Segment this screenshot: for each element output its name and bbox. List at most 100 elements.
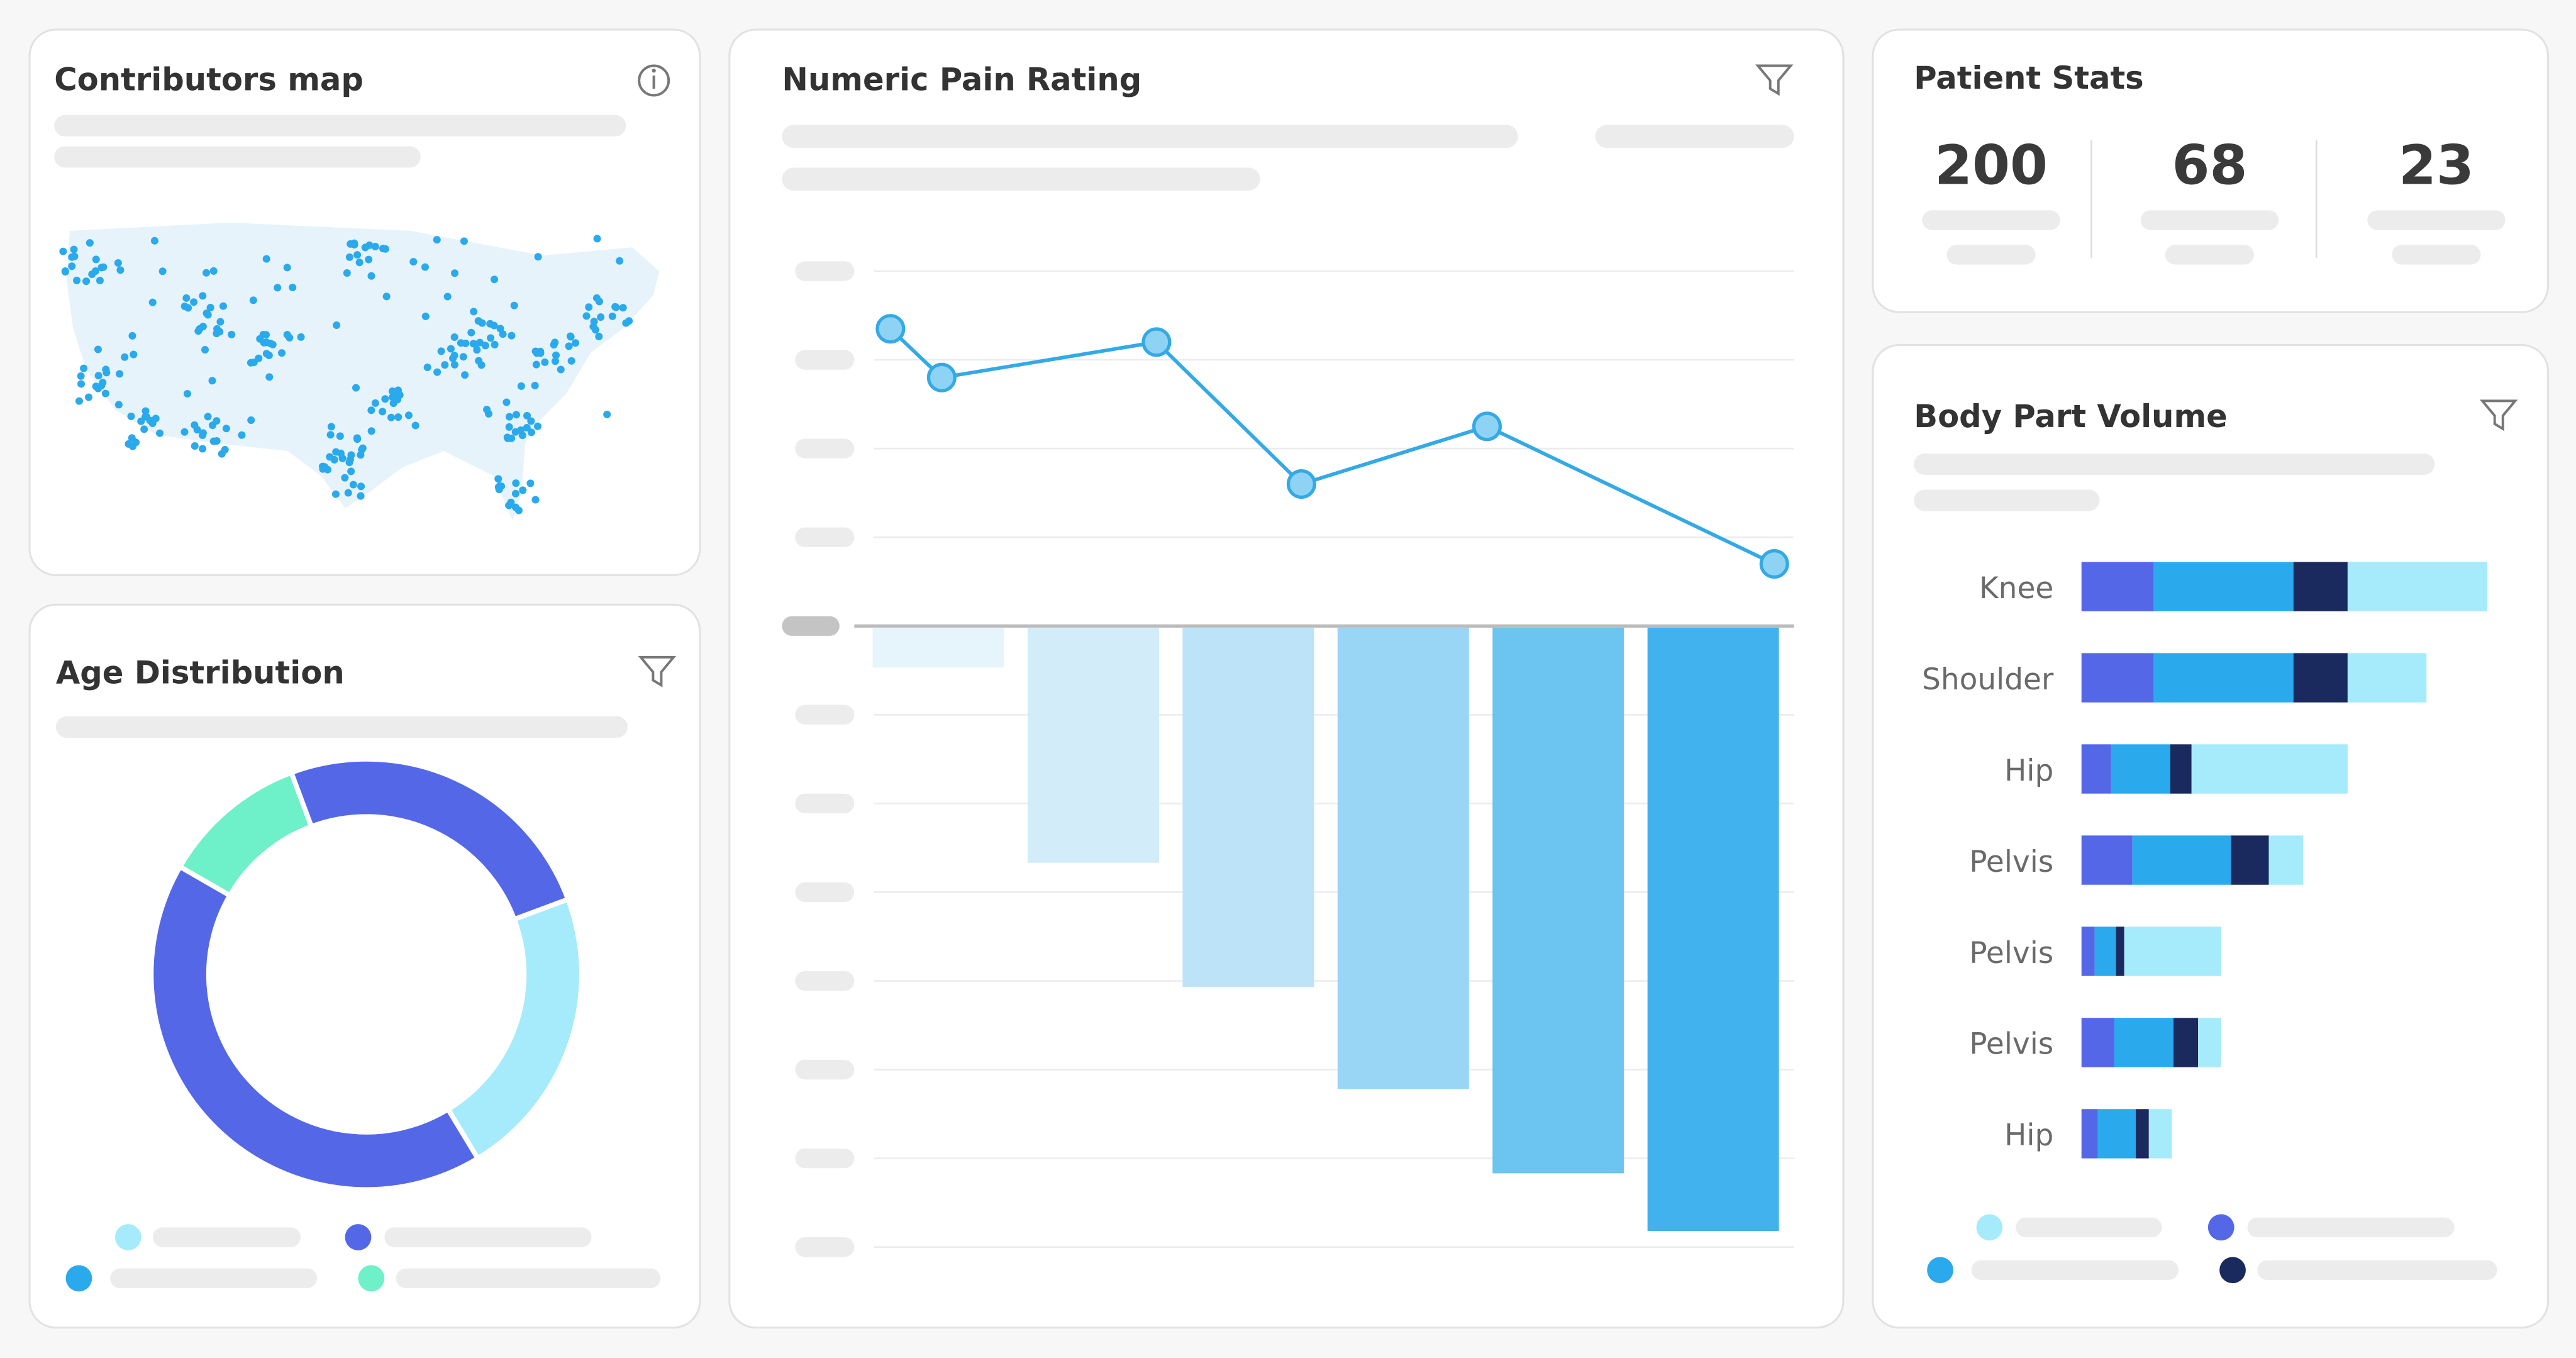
map-dot	[517, 426, 525, 434]
placeholder	[396, 1268, 661, 1288]
map-dot	[80, 364, 88, 372]
category-label: Hip	[2004, 1118, 2053, 1153]
bar-segment	[2347, 653, 2427, 703]
map-dot	[193, 426, 201, 434]
tick-placeholder	[795, 1237, 855, 1257]
bar-segment	[2268, 835, 2304, 885]
bar-segment	[2124, 927, 2221, 976]
map-dot	[297, 333, 305, 341]
map-dot	[182, 294, 191, 302]
pain-chart	[782, 261, 1794, 1257]
bar-segment	[2081, 562, 2154, 611]
bar-segment	[2198, 1018, 2221, 1067]
map-dot	[150, 237, 158, 245]
map-dot	[68, 262, 76, 270]
category-label: Pelvis	[1969, 845, 2053, 879]
map-dot	[70, 245, 78, 253]
map-dot	[567, 333, 575, 341]
map-dot	[88, 270, 96, 279]
map-dot	[388, 387, 396, 395]
card-title: Patient Stats	[1914, 60, 2143, 96]
filter-icon[interactable]	[638, 655, 677, 687]
map-dot	[256, 335, 264, 343]
map-dots	[59, 235, 633, 515]
map-dot	[443, 292, 452, 301]
info-icon[interactable]	[638, 64, 670, 97]
map-dot	[331, 490, 340, 498]
map-dot	[512, 479, 520, 487]
bar-segment	[2081, 927, 2095, 976]
map-dot	[131, 438, 140, 447]
card-title: Contributors map	[54, 62, 364, 98]
tick-placeholder	[795, 793, 855, 814]
map-dot	[96, 277, 104, 285]
map-dot	[180, 303, 189, 311]
map-dot	[421, 313, 430, 321]
map-dot	[433, 236, 441, 244]
map-dot	[70, 252, 79, 260]
map-dot	[527, 428, 536, 437]
map-dot	[531, 381, 539, 389]
bar-segment	[2153, 562, 2294, 611]
map-dot	[274, 284, 282, 292]
placeholder	[110, 1268, 318, 1288]
line-point	[1141, 327, 1172, 357]
map-dot	[327, 423, 335, 431]
filter-icon[interactable]	[2479, 399, 2518, 431]
category-label: Pelvis	[1969, 936, 2053, 971]
map-dot	[349, 481, 357, 489]
map-dot	[404, 411, 413, 420]
map-dot	[59, 247, 67, 255]
placeholder	[54, 146, 421, 168]
map-dot	[326, 453, 334, 461]
map-dot	[533, 422, 542, 430]
map-dot	[343, 269, 351, 277]
map-dot	[209, 267, 218, 275]
map-dot	[496, 325, 504, 333]
bar-segment	[2170, 744, 2192, 794]
map-dot	[341, 474, 349, 482]
map-dot	[199, 445, 207, 453]
map-dot	[603, 410, 611, 418]
filter-icon[interactable]	[1755, 64, 1794, 96]
placeholder	[2392, 245, 2481, 265]
bar-segment	[2081, 835, 2133, 885]
map-dot	[353, 251, 362, 259]
bar-segment	[2081, 1018, 2114, 1067]
placeholder	[152, 1227, 301, 1247]
map-dot	[262, 331, 270, 339]
map-dot	[510, 301, 518, 309]
legend-dot	[114, 1224, 142, 1250]
map-dot	[283, 264, 291, 272]
tick-placeholder	[795, 882, 855, 903]
map-dot	[180, 428, 189, 436]
map-dot	[507, 498, 515, 506]
bar-segment	[2114, 1018, 2174, 1067]
tick-placeholder	[795, 971, 855, 991]
map-dot	[86, 239, 94, 247]
tick-placeholder	[782, 616, 840, 636]
map-dot	[262, 255, 270, 263]
placeholder	[2257, 1260, 2497, 1280]
map-dot	[371, 243, 379, 251]
map-dot	[491, 275, 499, 284]
bar-segment	[2191, 744, 2348, 794]
map-dot	[491, 340, 499, 348]
placeholder	[54, 114, 626, 136]
map-dot	[148, 420, 157, 428]
map-dot	[487, 334, 495, 342]
bar	[872, 627, 1004, 668]
stat-value: 23	[2399, 135, 2474, 198]
map-dot	[278, 349, 286, 357]
map-dot	[450, 352, 458, 360]
map-dot	[82, 277, 91, 286]
map-dot	[505, 413, 513, 421]
map-dot	[99, 263, 108, 271]
map-dot	[345, 459, 353, 467]
placeholder	[1595, 125, 1794, 148]
bar-segment	[2116, 927, 2124, 976]
map-dot	[357, 482, 365, 491]
map-dot	[216, 318, 225, 326]
map-dot	[534, 253, 542, 261]
map-dot	[461, 371, 469, 379]
